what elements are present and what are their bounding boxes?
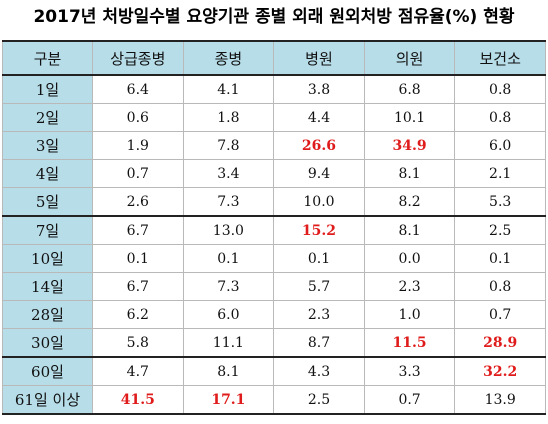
table-row: 3일 1.9 7.8 26.6 34.9 6.0 [2, 131, 546, 160]
header-general-hospital: 종병 [182, 40, 275, 76]
header-category: 구분 [2, 40, 93, 76]
header-hospital: 병원 [273, 40, 365, 76]
table-cell: 6.0 [454, 131, 546, 160]
table-cell: 4.4 [273, 103, 365, 132]
table-cell: 13.9 [454, 385, 546, 415]
table-cell: 5.7 [273, 272, 365, 301]
row-label: 30일 [2, 328, 93, 358]
table-cell: 15.2 [273, 215, 365, 245]
table-cell: 10.1 [363, 103, 456, 132]
row-label: 28일 [2, 300, 93, 329]
table-cell: 0.1 [182, 244, 275, 273]
table-cell: 8.7 [273, 328, 365, 358]
table-cell: 0.7 [454, 300, 546, 329]
table-cell: 5.8 [92, 328, 184, 358]
table-row: 7일 6.7 13.0 15.2 8.1 2.5 [2, 215, 546, 245]
table-row: 61일 이상 41.5 17.1 2.5 0.7 13.9 [2, 385, 546, 415]
table-cell: 17.1 [182, 385, 275, 415]
table-row: 60일 4.7 8.1 4.3 3.3 32.2 [2, 356, 546, 386]
table-row: 14일 6.7 7.3 5.7 2.3 0.8 [2, 272, 546, 301]
row-label: 10일 [2, 244, 93, 273]
table-cell: 8.1 [363, 159, 456, 188]
header-tertiary-hospital: 상급종병 [92, 40, 184, 76]
table-cell: 7.3 [182, 187, 275, 217]
table-row: 28일 6.2 6.0 2.3 1.0 0.7 [2, 300, 546, 329]
row-label: 5일 [2, 187, 93, 217]
row-label: 4일 [2, 159, 93, 188]
table-cell: 0.1 [454, 244, 546, 273]
table-cell: 0.1 [273, 244, 365, 273]
table-cell: 0.8 [454, 74, 546, 104]
table-cell: 6.4 [92, 74, 184, 104]
table-header-row: 구분 상급종병 종병 병원 의원 보건소 [2, 40, 546, 76]
table-cell: 3.8 [273, 74, 365, 104]
table-cell: 8.1 [182, 356, 275, 386]
table-row: 2일 0.6 1.8 4.4 10.1 0.8 [2, 103, 546, 132]
table-cell: 11.5 [363, 328, 456, 358]
table-cell: 0.6 [92, 103, 184, 132]
table-cell: 8.2 [363, 187, 456, 217]
page-title: 2017년 처방일수별 요양기관 종별 외래 원외처방 점유율(%) 현황 [33, 7, 515, 27]
row-label: 61일 이상 [2, 385, 93, 415]
table-cell: 32.2 [454, 356, 546, 386]
table-cell: 3.3 [363, 356, 456, 386]
table-cell: 8.1 [363, 215, 456, 245]
table-cell: 2.5 [454, 215, 546, 245]
table-row: 5일 2.6 7.3 10.0 8.2 5.3 [2, 187, 546, 217]
table-cell: 11.1 [182, 328, 275, 358]
row-label: 7일 [2, 215, 93, 245]
table-cell: 7.3 [182, 272, 275, 301]
table-cell: 6.2 [92, 300, 184, 329]
table-cell: 9.4 [273, 159, 365, 188]
row-label: 2일 [2, 103, 93, 132]
table-cell: 0.8 [454, 103, 546, 132]
table-cell: 26.6 [273, 131, 365, 160]
table-cell: 0.7 [92, 159, 184, 188]
table-row: 30일 5.8 11.1 8.7 11.5 28.9 [2, 328, 546, 358]
table-cell: 4.3 [273, 356, 365, 386]
table-cell: 2.3 [363, 272, 456, 301]
table-cell: 2.3 [273, 300, 365, 329]
row-label: 60일 [2, 356, 93, 386]
table-cell: 2.5 [273, 385, 365, 415]
table-cell: 2.1 [454, 159, 546, 188]
table-cell: 6.7 [92, 272, 184, 301]
row-label: 14일 [2, 272, 93, 301]
table-cell: 6.8 [363, 74, 456, 104]
table-cell: 0.1 [92, 244, 184, 273]
table-cell: 6.7 [92, 215, 184, 245]
row-label: 3일 [2, 131, 93, 160]
header-health-center: 보건소 [454, 40, 546, 76]
header-clinic: 의원 [363, 40, 456, 76]
table-row: 10일 0.1 0.1 0.1 0.0 0.1 [2, 244, 546, 273]
table-cell: 5.3 [454, 187, 546, 217]
table-cell: 0.0 [363, 244, 456, 273]
table-cell: 13.0 [182, 215, 275, 245]
table-cell: 0.8 [454, 272, 546, 301]
table-cell: 1.8 [182, 103, 275, 132]
table-body: 1일 6.4 4.1 3.8 6.8 0.8 2일 0.6 1.8 4.4 10.1 0.8 3일 1.9… [2, 74, 546, 415]
row-label: 1일 [2, 74, 93, 104]
table-cell: 4.1 [182, 74, 275, 104]
table-row: 1일 6.4 4.1 3.8 6.8 0.8 [2, 74, 546, 104]
table-cell: 1.0 [363, 300, 456, 329]
share-table: 구분 상급종병 종병 병원 의원 보건소 1일 6.4 4.1 3.8 6.8 0.8 2일… [2, 40, 546, 415]
table-cell: 10.0 [273, 187, 365, 217]
table-cell: 2.6 [92, 187, 184, 217]
table-cell: 3.4 [182, 159, 275, 188]
table-cell: 41.5 [92, 385, 184, 415]
table-cell: 28.9 [454, 328, 546, 358]
table-cell: 7.8 [182, 131, 275, 160]
table-cell: 34.9 [363, 131, 456, 160]
table-cell: 6.0 [182, 300, 275, 329]
table-cell: 0.7 [363, 385, 456, 415]
table-cell: 4.7 [92, 356, 184, 386]
table-row: 4일 0.7 3.4 9.4 8.1 2.1 [2, 159, 546, 188]
table-cell: 1.9 [92, 131, 184, 160]
